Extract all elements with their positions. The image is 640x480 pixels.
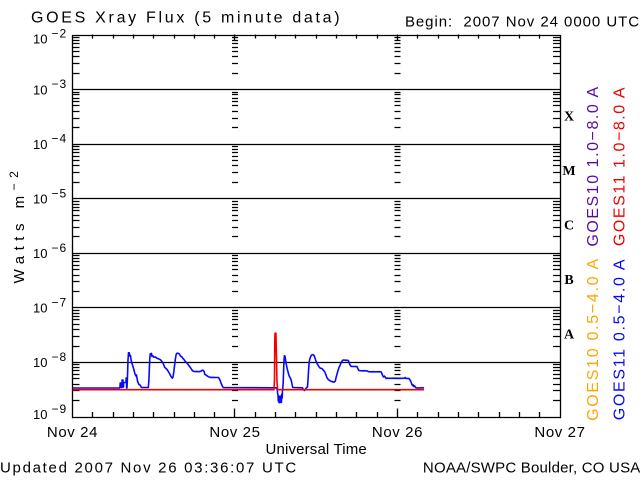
- svg-text:M: M: [562, 164, 575, 179]
- svg-text:−3: −3: [52, 77, 68, 91]
- svg-text:10: 10: [33, 355, 47, 370]
- svg-text:−5: −5: [52, 186, 68, 200]
- svg-text:−8: −8: [52, 350, 68, 364]
- svg-text:10: 10: [33, 192, 47, 207]
- svg-text:−2: −2: [52, 26, 68, 40]
- svg-text:X: X: [564, 109, 574, 124]
- svg-text:Nov 25: Nov 25: [209, 424, 260, 441]
- svg-text:10: 10: [33, 301, 47, 316]
- svg-text:−4: −4: [52, 132, 68, 146]
- svg-text:GOES10 0.5−4.0 A: GOES10 0.5−4.0 A: [585, 257, 602, 421]
- svg-text:10: 10: [33, 407, 47, 422]
- svg-text:−6: −6: [52, 241, 68, 255]
- svg-text:10: 10: [33, 82, 47, 97]
- svg-text:NOAA/SWPC Boulder, CO USA: NOAA/SWPC Boulder, CO USA: [423, 459, 640, 476]
- svg-text:Updated 2007 Nov 26 03:36:07 U: Updated 2007 Nov 26 03:36:07 UTC: [0, 460, 298, 477]
- svg-text:GOES Xray Flux (5 minute data): GOES Xray Flux (5 minute data): [31, 10, 342, 27]
- svg-text:Nov 27: Nov 27: [534, 424, 585, 441]
- svg-text:B: B: [564, 273, 573, 288]
- svg-text:10: 10: [33, 32, 47, 47]
- svg-text:GOES10 1.0−8.0 A: GOES10 1.0−8.0 A: [585, 85, 602, 246]
- svg-text:Universal Time: Universal Time: [266, 441, 367, 458]
- svg-text:Nov 26: Nov 26: [372, 424, 423, 441]
- svg-text:C: C: [564, 218, 574, 233]
- svg-text:GOES11 1.0−8.0 A: GOES11 1.0−8.0 A: [611, 86, 628, 246]
- svg-text:10: 10: [33, 246, 47, 261]
- svg-text:A: A: [564, 328, 575, 343]
- svg-text:GOES11 0.5−4.0 A: GOES11 0.5−4.0 A: [611, 258, 628, 421]
- svg-text:10: 10: [33, 137, 47, 152]
- svg-text:−9: −9: [52, 402, 68, 416]
- svg-text:−7: −7: [52, 296, 68, 310]
- svg-text:Begin: 2007 Nov 24 0000 UTC: Begin: 2007 Nov 24 0000 UTC: [405, 14, 640, 31]
- svg-text:Nov 24: Nov 24: [47, 424, 98, 441]
- svg-text:Watts m−2: Watts m−2: [7, 166, 28, 284]
